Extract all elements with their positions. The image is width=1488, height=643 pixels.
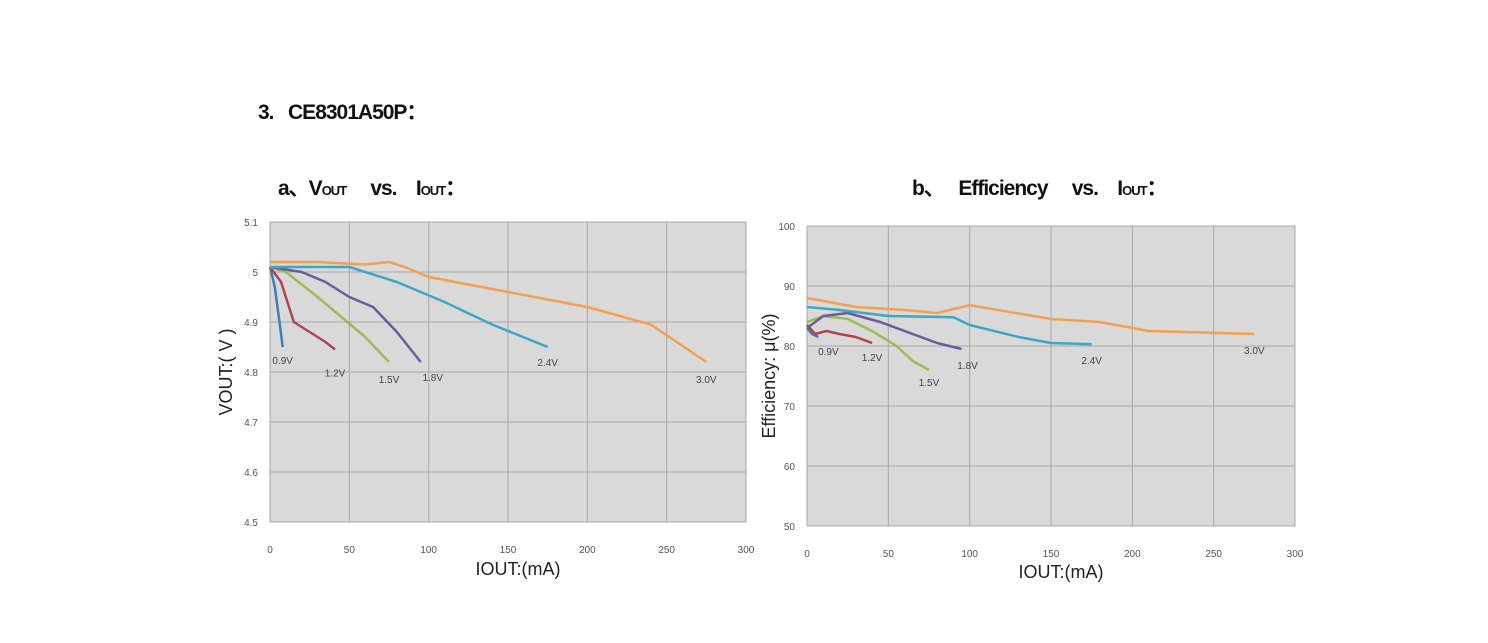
chart-a-xtick: 0 — [267, 545, 273, 556]
chart-b-series-label: 1.5V — [919, 378, 940, 389]
chart-b-series-label: 0.9V — [818, 347, 839, 358]
chart-b-series-label: 3.0V — [1244, 346, 1265, 357]
chart-b-ytick: 60 — [784, 462, 796, 473]
chart-b-xtick: 250 — [1205, 549, 1222, 560]
chart-b-title: b、 Efficiency vs. IOUT： — [912, 172, 1168, 202]
chart-b-title-suffix: ： — [1146, 177, 1168, 200]
chart-b-title-prefix: b、 Efficiency vs. I — [912, 177, 1123, 200]
chart-a-series-label: 3.0V — [696, 375, 717, 386]
chart-b-series-1.8V — [806, 311, 962, 351]
chart-a-title: a、VOUT vs. IOUT： — [278, 172, 466, 202]
chart-b-series-label: 1.8V — [957, 361, 978, 372]
chart-a-xtick: 200 — [579, 545, 596, 556]
chart-b-xtick: 100 — [961, 549, 978, 560]
chart-a-ytick: 4.7 — [244, 418, 258, 429]
chart-a-series-label: 2.4V — [537, 358, 558, 369]
chart-b-ytick: 70 — [784, 402, 796, 413]
chart-b-series-3.0V — [806, 296, 1255, 336]
section-title: 3. CE8301A50P： — [258, 101, 427, 124]
chart-b-series-1.2V — [806, 324, 873, 345]
chart-b-ytick: 90 — [784, 282, 796, 293]
chart-a-title-suffix: ： — [445, 177, 466, 200]
chart-a-series-3.0V — [270, 260, 707, 364]
chart-a-series-label: 1.2V — [325, 369, 346, 380]
chart-a-series-2.4V — [270, 265, 549, 349]
chart-a-xtick: 150 — [500, 545, 517, 556]
chart-a-series-1.2V — [268, 266, 336, 351]
chart-a-ytick: 4.5 — [244, 518, 258, 529]
chart-b-xlabel: IOUT:(mA) — [1019, 562, 1104, 582]
chart-b-ytick: 50 — [784, 522, 796, 533]
chart-a-ytick: 5 — [252, 268, 258, 279]
chart-a-series-1.8V — [269, 265, 422, 363]
chart-b-ylabel: Efficiency: μ(%) — [759, 313, 779, 438]
chart-a-ytick: 4.6 — [244, 468, 258, 479]
chart-a-title-sub1: OUT — [321, 183, 347, 198]
chart-b-ytick: 80 — [784, 342, 796, 353]
chart-b-xtick: 300 — [1287, 549, 1304, 560]
chart-a-series-label: 1.8V — [422, 373, 443, 384]
chart-a-series-label: 1.5V — [379, 375, 400, 386]
chart-a-xtick: 250 — [658, 545, 675, 556]
chart-a-ytick: 4.9 — [244, 318, 258, 329]
chart-a-ylabel: VOUT:( V ) — [216, 328, 236, 415]
chart-b-series-2.4V — [806, 305, 1092, 346]
chart-b-series-0.9V — [806, 327, 819, 339]
chart-b-xtick: 50 — [883, 549, 895, 560]
chart-b-series-label: 2.4V — [1081, 356, 1102, 367]
chart-a-xtick: 300 — [738, 545, 755, 556]
chart-a-series-label: 0.9V — [272, 356, 293, 367]
chart-a-series-0.9V — [268, 266, 284, 348]
chart-a-xlabel: IOUT:(mA) — [476, 559, 561, 579]
chart-b-title-sub: OUT — [1122, 183, 1147, 198]
chart-a-series-1.5V — [269, 265, 390, 363]
chart-a-xtick: 100 — [420, 545, 437, 556]
chart-a-title-prefix: a、V — [278, 177, 323, 200]
chart-b-ytick: 100 — [778, 222, 795, 233]
chart-a-xtick: 50 — [344, 545, 356, 556]
chart-b-xtick: 150 — [1043, 549, 1060, 560]
chart-b-xtick: 0 — [804, 549, 810, 560]
chart-b-xtick: 200 — [1124, 549, 1141, 560]
chart-a-ytick: 4.8 — [244, 368, 258, 379]
chart-a-title-sub2: OUT — [420, 183, 446, 198]
chart-a-ytick: 5.1 — [244, 218, 258, 229]
chart-b-series-label: 1.2V — [862, 353, 883, 364]
chart-a-title-mid: vs. I — [346, 177, 421, 200]
